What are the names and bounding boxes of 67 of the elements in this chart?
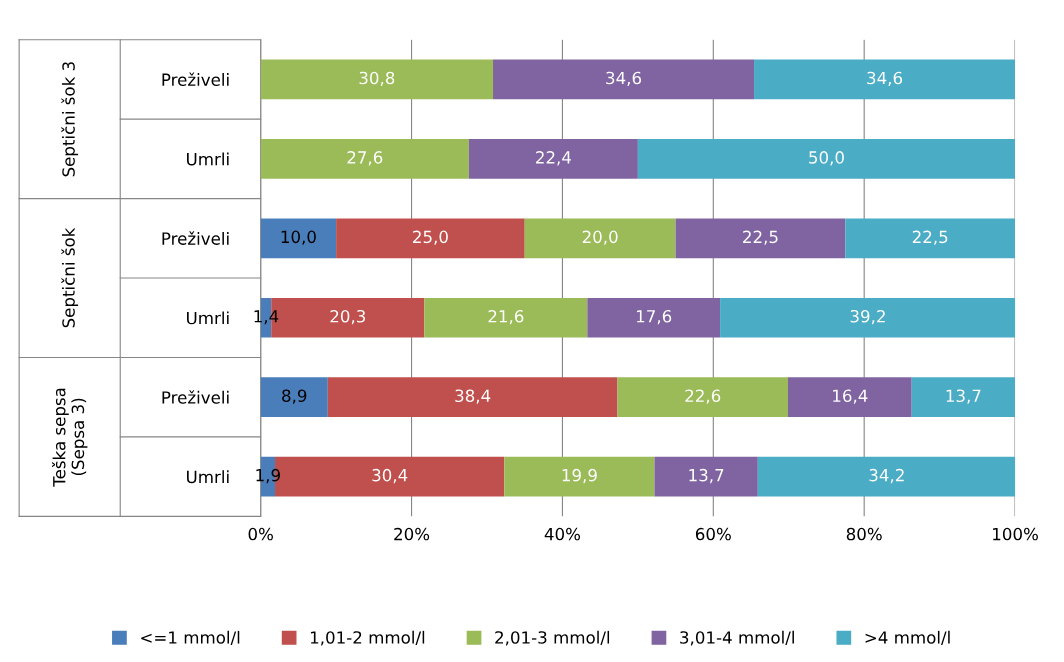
data-label: 13,7 xyxy=(689,468,724,484)
text: Teška sepsa (Sepsa 3) xyxy=(51,388,88,487)
bar xyxy=(260,139,469,179)
data-label: 27,6 xyxy=(347,151,383,166)
legend-label: 3,01-4 mmol/l xyxy=(680,630,794,646)
data-label: 22,5 xyxy=(912,230,948,245)
bar xyxy=(524,218,676,259)
x-tick-label: 40% xyxy=(544,527,581,541)
bar xyxy=(754,59,1016,100)
legend-label: 2,01-3 mmol/l xyxy=(495,630,610,646)
x-tick-label: 60% xyxy=(695,527,731,541)
data-label: 8,9 xyxy=(282,389,307,404)
data-label: 34,6 xyxy=(606,71,642,86)
bar xyxy=(260,59,494,100)
bar xyxy=(327,377,618,418)
bar xyxy=(336,218,525,259)
data-label: 22,4 xyxy=(536,151,571,166)
bar xyxy=(654,456,758,497)
bar xyxy=(617,377,788,418)
y-tick-label: Preživeli xyxy=(162,72,229,87)
y-tick-label: Umrli xyxy=(187,470,229,484)
data-label: 21,6 xyxy=(488,309,524,325)
bar xyxy=(424,297,588,338)
data-label: 38,4 xyxy=(455,389,491,404)
data-label: 50,0 xyxy=(809,151,844,166)
y-tick-label: Umrli xyxy=(187,311,229,325)
data-label: 20,3 xyxy=(330,309,366,325)
data-label: 34,6 xyxy=(867,71,903,86)
data-label: 13,7 xyxy=(946,389,981,404)
data-label: 22,6 xyxy=(685,389,721,404)
bar xyxy=(720,297,1016,338)
data-label: 10,0 xyxy=(281,230,316,245)
text: Septični šok xyxy=(61,227,79,328)
y-tick-label: Preživeli xyxy=(162,390,229,404)
data-label: 30,4 xyxy=(372,468,408,484)
legend-label: >4 mmol/l xyxy=(865,630,950,646)
bar xyxy=(504,456,655,497)
legend-label: 1,01-2 mmol/l xyxy=(310,630,425,646)
data-label: 25,0 xyxy=(413,230,448,245)
text: Septični šok 3 xyxy=(61,62,79,177)
bar xyxy=(260,377,328,418)
x-tick-label: 0% xyxy=(248,527,273,541)
bar xyxy=(468,139,638,179)
x-tick-label: 20% xyxy=(394,527,430,541)
x-tick-label: 80% xyxy=(846,527,882,541)
bar xyxy=(911,377,1016,418)
data-label: 34,2 xyxy=(869,468,904,484)
data-label: 22,5 xyxy=(743,230,778,245)
data-label: 39,2 xyxy=(850,309,885,325)
bar xyxy=(260,218,337,259)
data-label: 16,4 xyxy=(833,389,868,404)
data-label: 1,4 xyxy=(254,310,279,325)
data-label: 20,0 xyxy=(582,230,618,245)
bar xyxy=(675,218,846,259)
x-tick-label: 100% xyxy=(993,527,1038,541)
bar xyxy=(493,59,755,100)
bar xyxy=(587,297,721,338)
y-tick-label: Umrli xyxy=(187,152,229,166)
data-label: 30,8 xyxy=(359,71,395,86)
data-label: 19,9 xyxy=(562,468,597,484)
bar xyxy=(757,456,1016,497)
bar xyxy=(637,139,1016,179)
bar xyxy=(845,218,1016,259)
data-label: 17,6 xyxy=(636,309,672,325)
legend-label: <=1 mmol/l xyxy=(141,630,240,646)
bar xyxy=(787,377,912,418)
y-tick-label: Preživeli xyxy=(162,231,229,245)
